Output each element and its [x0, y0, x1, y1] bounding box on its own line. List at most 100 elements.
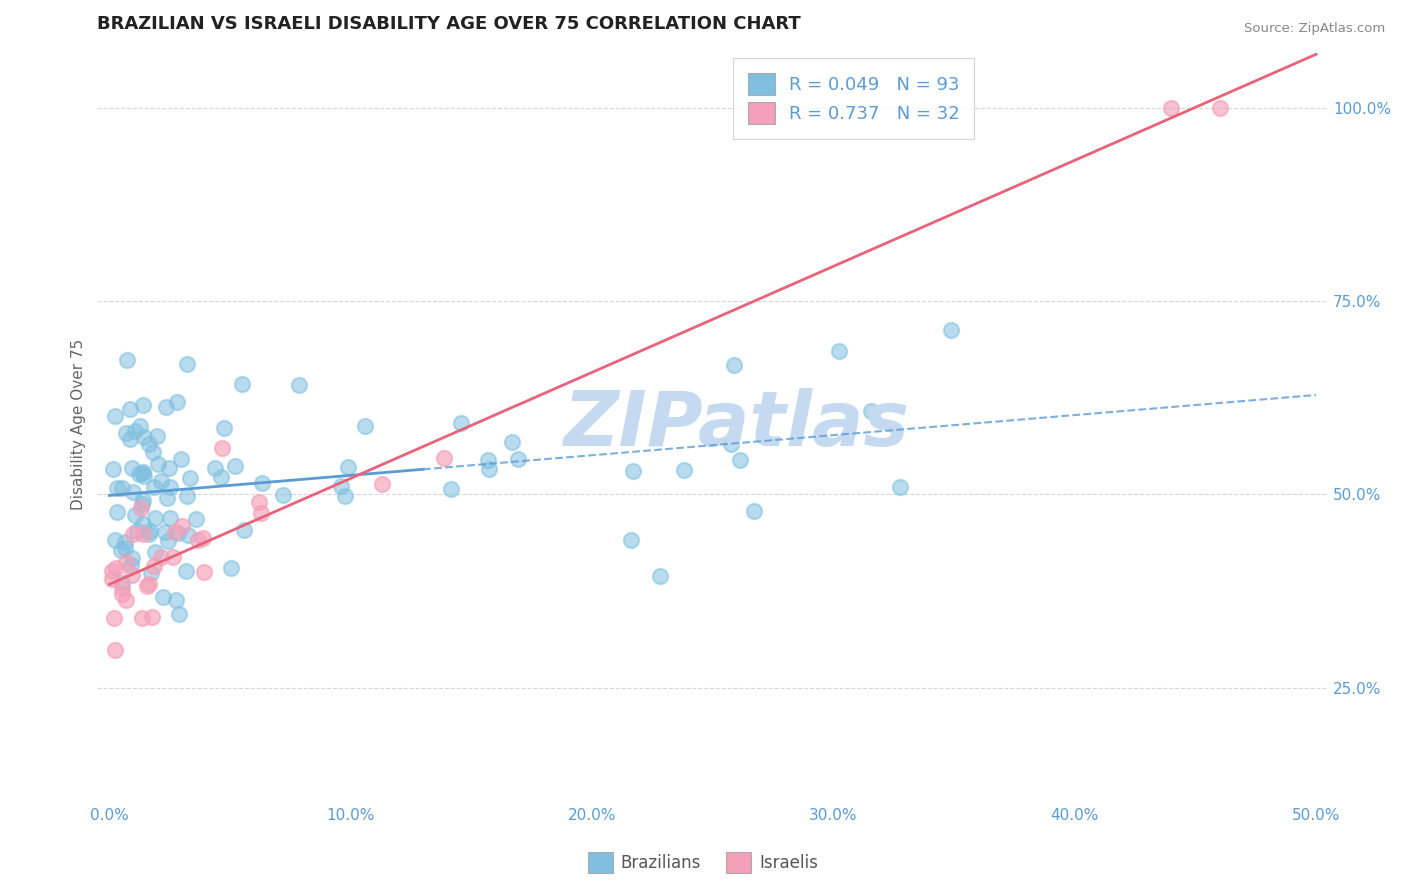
Point: [146, 457, 169, 471]
Point: [650, 569, 672, 583]
Point: [730, 453, 752, 467]
Point: [1160, 101, 1182, 115]
Point: [111, 481, 134, 495]
Point: [433, 450, 456, 465]
Point: [211, 441, 233, 455]
Point: [212, 421, 235, 435]
Point: [828, 344, 851, 359]
Point: [508, 452, 530, 467]
Point: [176, 357, 198, 371]
Point: [742, 504, 765, 518]
Point: [138, 436, 160, 450]
Legend: R = 0.049   N = 93, R = 0.737   N = 32: R = 0.049 N = 93, R = 0.737 N = 32: [734, 59, 974, 138]
Point: [101, 572, 124, 586]
Point: [156, 491, 179, 505]
Point: [110, 587, 132, 601]
Point: [128, 467, 150, 482]
Point: [121, 568, 143, 582]
Point: [125, 524, 148, 538]
Point: [114, 534, 136, 549]
Point: [673, 463, 696, 477]
Point: [115, 425, 138, 440]
Point: [142, 481, 165, 495]
Point: [143, 545, 166, 559]
Point: [121, 527, 143, 541]
Point: [170, 452, 193, 467]
Point: [118, 402, 141, 417]
Point: [132, 466, 155, 480]
Point: [333, 489, 356, 503]
Point: [115, 352, 138, 367]
Point: [187, 533, 209, 547]
Point: [131, 611, 153, 625]
Point: [104, 560, 127, 574]
Point: [723, 358, 745, 372]
Point: [167, 526, 190, 541]
Point: [177, 528, 200, 542]
Point: [186, 512, 208, 526]
Point: [204, 461, 226, 475]
Point: [1208, 101, 1230, 115]
Point: [104, 643, 127, 657]
Point: [336, 459, 359, 474]
Point: [141, 445, 163, 459]
Point: [478, 461, 501, 475]
Point: [191, 531, 214, 545]
Point: [121, 551, 143, 566]
Point: [250, 475, 273, 490]
Point: [143, 511, 166, 525]
Point: [155, 400, 177, 414]
Point: [620, 533, 643, 548]
Text: BRAZILIAN VS ISRAELI DISABILITY AGE OVER 75 CORRELATION CHART: BRAZILIAN VS ISRAELI DISABILITY AGE OVER…: [97, 15, 801, 33]
Point: [176, 489, 198, 503]
Point: [124, 508, 146, 522]
Point: [159, 480, 181, 494]
Point: [501, 434, 523, 449]
Point: [132, 398, 155, 412]
Point: [104, 533, 127, 548]
Point: [233, 523, 256, 537]
Point: [157, 461, 180, 475]
Point: [120, 432, 142, 446]
Point: [132, 492, 155, 507]
Point: [162, 549, 184, 564]
Point: [131, 467, 153, 481]
Point: [224, 458, 246, 473]
Point: [231, 377, 253, 392]
Text: ZIPatlas: ZIPatlas: [564, 388, 910, 462]
Point: [132, 468, 155, 483]
Point: [166, 394, 188, 409]
Point: [939, 323, 962, 337]
Point: [249, 495, 271, 509]
Point: [450, 416, 472, 430]
Point: [138, 526, 160, 541]
Point: [139, 524, 162, 538]
Point: [209, 470, 232, 484]
Point: [889, 480, 911, 494]
Point: [110, 542, 132, 557]
Point: [249, 506, 271, 520]
Point: [477, 452, 499, 467]
Point: [174, 565, 197, 579]
Y-axis label: Disability Age Over 75: Disability Age Over 75: [72, 339, 86, 510]
Legend: Brazilians, Israelis: Brazilians, Israelis: [581, 846, 825, 880]
Point: [141, 610, 163, 624]
Point: [105, 481, 128, 495]
Point: [193, 565, 215, 579]
Point: [136, 579, 159, 593]
Point: [110, 576, 132, 591]
Point: [120, 558, 142, 573]
Point: [167, 607, 190, 621]
Point: [219, 560, 242, 574]
Point: [122, 485, 145, 500]
Point: [288, 378, 311, 392]
Point: [142, 558, 165, 573]
Point: [134, 430, 156, 444]
Point: [111, 581, 134, 595]
Point: [440, 482, 463, 496]
Point: [121, 461, 143, 475]
Point: [131, 500, 153, 515]
Point: [720, 437, 742, 451]
Point: [170, 519, 193, 533]
Point: [103, 611, 125, 625]
